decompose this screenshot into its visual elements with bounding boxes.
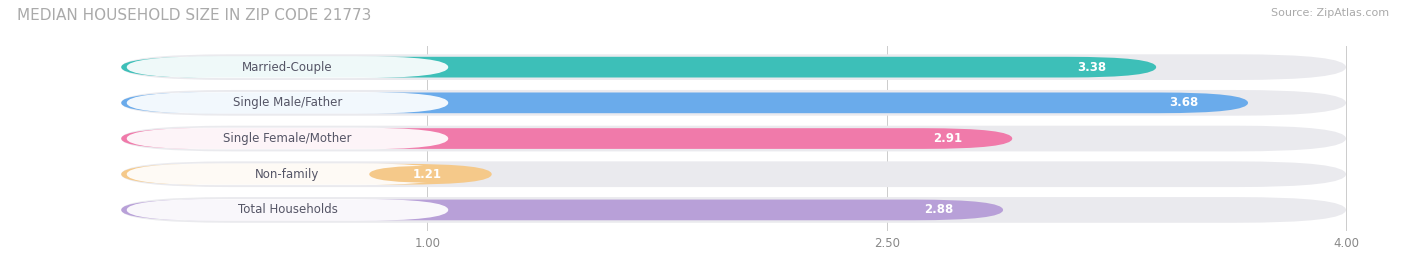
FancyBboxPatch shape bbox=[1126, 94, 1241, 112]
Text: 2.88: 2.88 bbox=[924, 203, 953, 217]
FancyBboxPatch shape bbox=[121, 54, 1346, 80]
FancyBboxPatch shape bbox=[127, 163, 449, 185]
Text: Non-family: Non-family bbox=[256, 168, 319, 181]
FancyBboxPatch shape bbox=[121, 93, 1249, 113]
Text: Single Male/Father: Single Male/Father bbox=[233, 96, 342, 109]
FancyBboxPatch shape bbox=[121, 90, 1346, 116]
Text: 2.91: 2.91 bbox=[934, 132, 963, 145]
FancyBboxPatch shape bbox=[370, 165, 485, 183]
FancyBboxPatch shape bbox=[121, 164, 492, 185]
FancyBboxPatch shape bbox=[127, 199, 449, 221]
FancyBboxPatch shape bbox=[127, 56, 449, 78]
FancyBboxPatch shape bbox=[1033, 58, 1150, 76]
Text: Total Households: Total Households bbox=[238, 203, 337, 217]
Text: Single Female/Mother: Single Female/Mother bbox=[224, 132, 352, 145]
Text: 3.68: 3.68 bbox=[1170, 96, 1198, 109]
FancyBboxPatch shape bbox=[121, 197, 1346, 223]
Text: Source: ZipAtlas.com: Source: ZipAtlas.com bbox=[1271, 8, 1389, 18]
FancyBboxPatch shape bbox=[121, 200, 1002, 220]
FancyBboxPatch shape bbox=[127, 92, 449, 114]
FancyBboxPatch shape bbox=[121, 128, 1012, 149]
FancyBboxPatch shape bbox=[121, 161, 1346, 187]
Text: 3.38: 3.38 bbox=[1077, 61, 1107, 74]
Text: MEDIAN HOUSEHOLD SIZE IN ZIP CODE 21773: MEDIAN HOUSEHOLD SIZE IN ZIP CODE 21773 bbox=[17, 8, 371, 23]
FancyBboxPatch shape bbox=[121, 57, 1156, 77]
FancyBboxPatch shape bbox=[880, 201, 997, 219]
Text: 1.21: 1.21 bbox=[413, 168, 441, 181]
FancyBboxPatch shape bbox=[127, 128, 449, 150]
FancyBboxPatch shape bbox=[121, 126, 1346, 151]
Text: Married-Couple: Married-Couple bbox=[242, 61, 333, 74]
FancyBboxPatch shape bbox=[890, 130, 1007, 147]
